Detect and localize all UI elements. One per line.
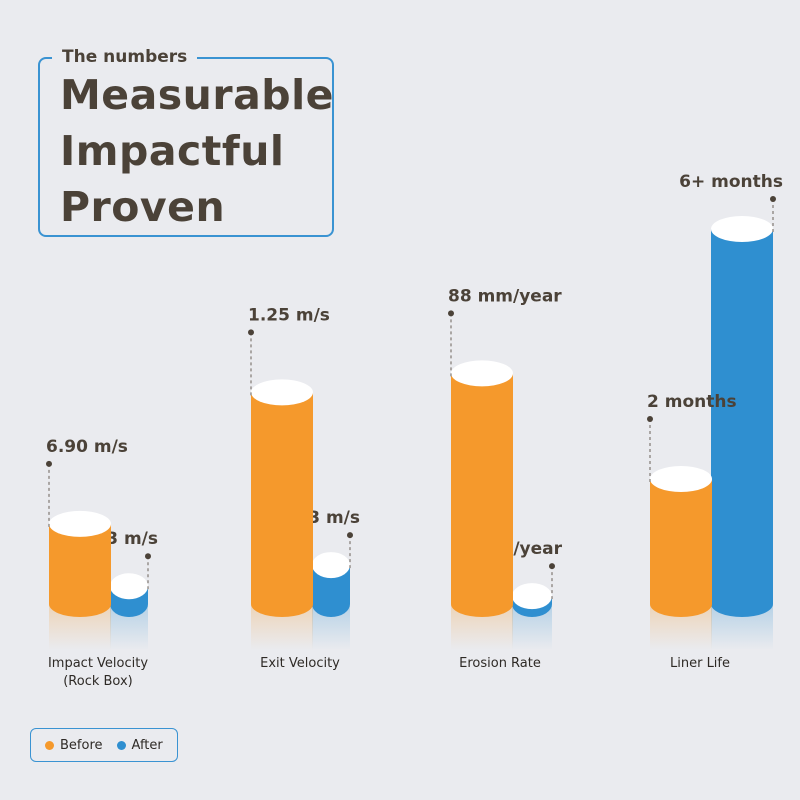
- bar-top: [312, 552, 350, 579]
- after-dot-icon: [116, 740, 126, 750]
- bar-top: [251, 379, 313, 406]
- headline-line-3: Proven: [60, 183, 226, 231]
- category-label: Liner Life: [670, 656, 730, 671]
- value-label: 6.90 m/s: [46, 437, 128, 457]
- headline-line-1: Measurable: [60, 71, 334, 119]
- bar-body: [451, 373, 513, 617]
- legend-after-label: After: [131, 737, 163, 753]
- value-label-before: 1.25 m/s: [248, 305, 330, 397]
- bar-body: [650, 479, 712, 617]
- before-dot-icon: [45, 740, 54, 750]
- category-label: Impact Velocity: [48, 656, 148, 671]
- value-label: 2 months: [647, 392, 737, 412]
- bar-before: [650, 466, 712, 650]
- bar-after: [512, 583, 552, 650]
- value-label-before: 2 months: [647, 392, 737, 483]
- bar-group: 0.23 m/s1.25 m/s: [248, 305, 360, 650]
- legend-before-label: Before: [60, 737, 103, 753]
- leader-dot: [448, 310, 454, 317]
- leader-dot: [347, 532, 353, 539]
- eyebrow-label: The numbers: [52, 44, 198, 70]
- category-label: (Rock Box): [63, 674, 133, 689]
- value-label: 6+ months: [679, 172, 783, 192]
- leader-dot: [145, 553, 151, 560]
- bar-after: [110, 573, 148, 650]
- bar-before: [251, 379, 313, 650]
- value-label: 88 mm/year: [448, 286, 562, 306]
- leader-dot: [549, 563, 555, 570]
- bar-group: 6+ months 2 months: [647, 172, 783, 650]
- value-label-after: 6+ months: [679, 172, 783, 233]
- leader-dot: [46, 460, 52, 467]
- legend-item-before: Before: [45, 738, 103, 753]
- bar-before: [49, 510, 111, 650]
- legend-item-after: After: [116, 737, 163, 753]
- bar-body: [312, 565, 350, 617]
- bar-before: [451, 360, 513, 650]
- value-label: 1.25 m/s: [248, 305, 330, 325]
- value-label-before: 6.90 m/s: [46, 437, 128, 528]
- bar-top: [49, 510, 111, 537]
- bar-group: 1.53 m/s6.90 m/s: [46, 437, 158, 650]
- bar-top: [451, 360, 513, 387]
- bar-body: [49, 523, 111, 617]
- bar-top: [110, 573, 148, 600]
- bar-body: [251, 392, 313, 617]
- bar-top: [711, 216, 773, 242]
- legend: Before After: [30, 728, 178, 762]
- bar-after: [711, 216, 773, 650]
- category-label: Erosion Rate: [459, 656, 541, 671]
- category-label: Exit Velocity: [260, 656, 340, 671]
- headline-line-2: Impactful: [60, 127, 285, 175]
- value-label-before: 88 mm/year: [448, 286, 562, 378]
- leader-dot: [248, 329, 254, 336]
- leader-dot: [770, 196, 776, 202]
- bar-top: [650, 466, 712, 492]
- bar-after: [312, 552, 350, 650]
- bar-top: [512, 583, 552, 610]
- leader-dot: [647, 416, 653, 422]
- bar-body: [711, 229, 773, 617]
